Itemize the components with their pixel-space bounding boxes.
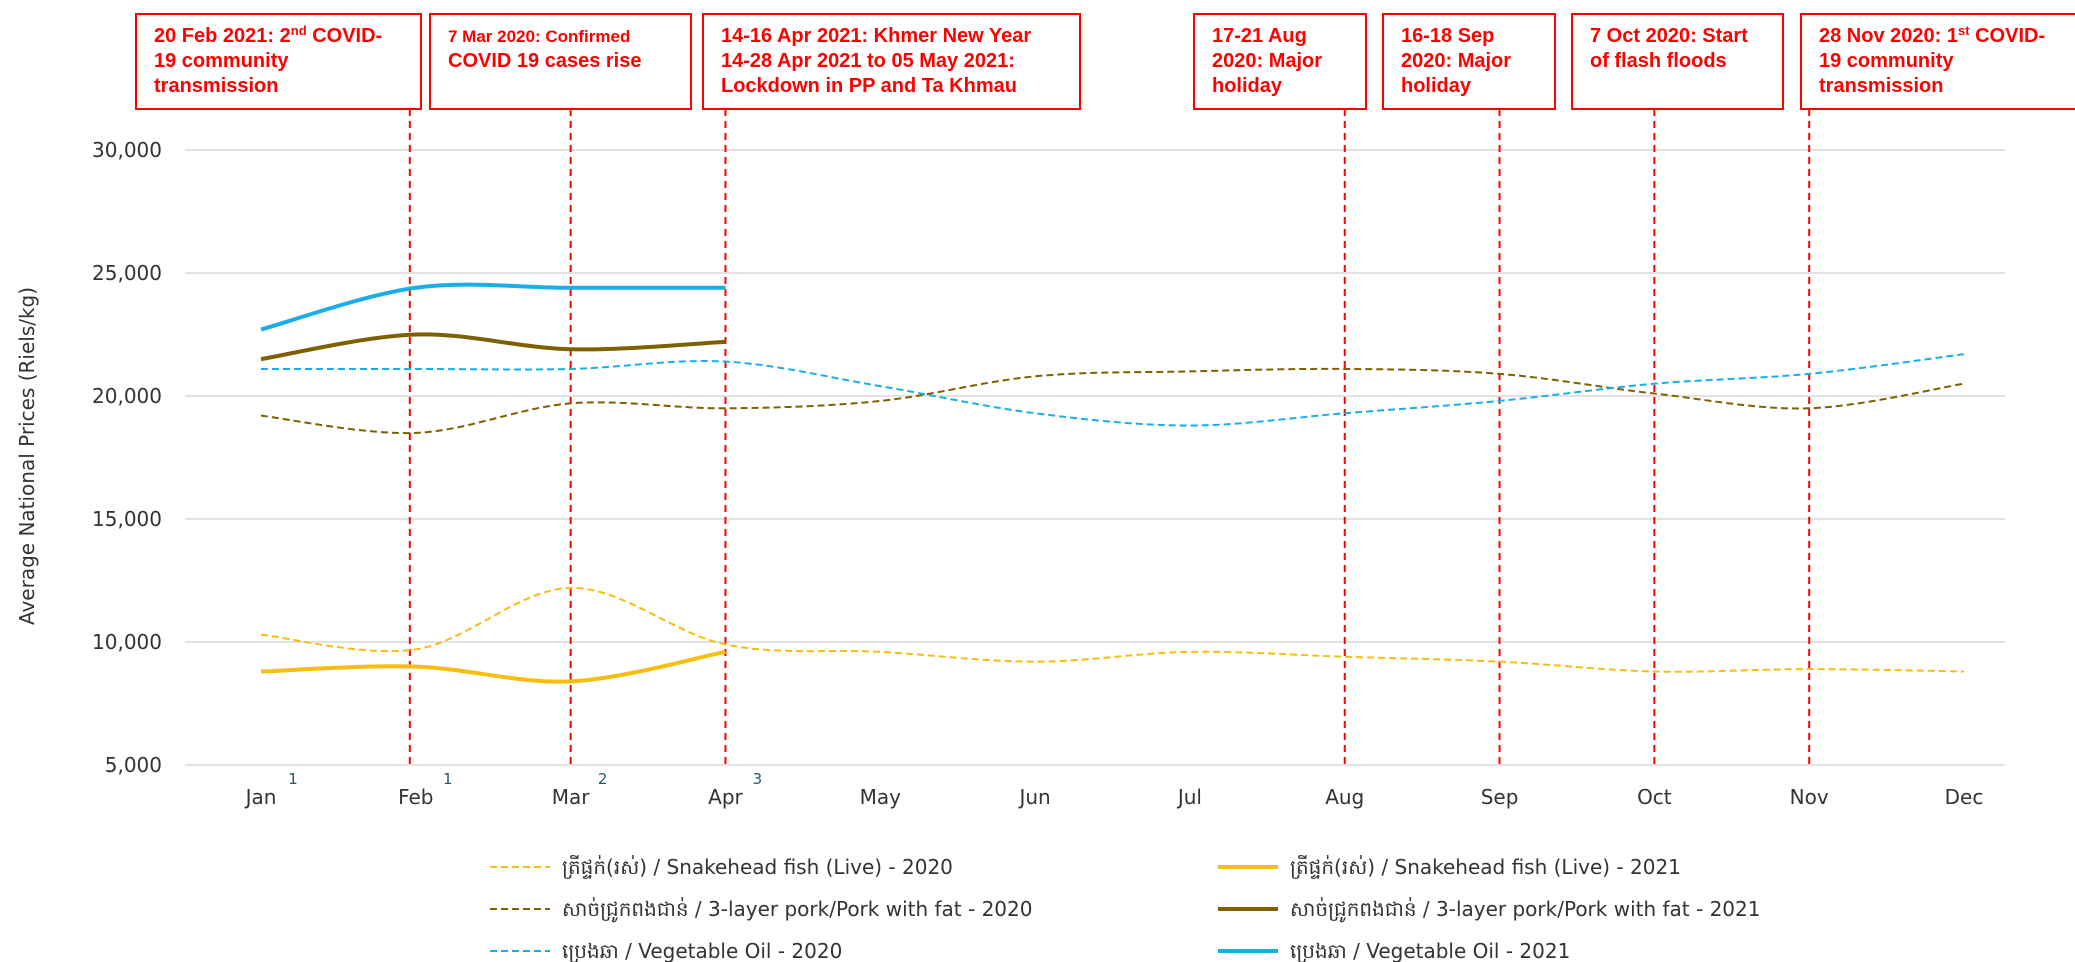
annotation-text-part: holiday: [1212, 75, 1283, 97]
annotation-text: 2020: Major: [1401, 50, 1511, 72]
annotation-superscript: st: [1958, 23, 1970, 38]
y-tick-label: 15,000: [92, 507, 162, 531]
y-tick-label: 30,000: [92, 138, 162, 162]
y-axis-title: Average National Prices (Riels/kg): [15, 287, 39, 625]
annotation-text-part: 16-18 Sep: [1401, 25, 1494, 47]
series-line: [260, 586, 1965, 673]
x-tick-label: Jul: [1176, 785, 1202, 809]
annotation-text-part: 7 Oct 2020: Start: [1590, 25, 1748, 47]
annotation-text: 17-21 Aug: [1212, 25, 1307, 47]
annotation-text: 7 Oct 2020: Start: [1590, 25, 1748, 47]
annotation-text: 14-28 Apr 2021 to 05 May 2021:: [721, 50, 1015, 72]
legend-label: សាច់ជ្រូកពងជាន់ / 3-layer pork/Pork with…: [1290, 896, 1760, 923]
annotation-text: 20 Feb 2021: 2nd COVID-: [154, 23, 382, 47]
annotation-text: 19 community: [154, 50, 289, 72]
footnote-marker: 1: [288, 770, 298, 788]
annotation-text-part: COVID 19 cases rise: [448, 50, 641, 72]
legend-label: ប្រេងឆា / Vegetable Oil - 2020: [562, 939, 842, 962]
annotation-text: COVID 19 cases rise: [448, 50, 641, 72]
annotation-box: [429, 13, 692, 110]
annotation-text-part: Lockdown in PP and Ta Khmau: [721, 75, 1017, 97]
annotation-text-part: transmission: [1819, 75, 1943, 97]
annotation-box: [1193, 13, 1367, 110]
series-line: [260, 282, 726, 332]
annotation-text-part: 19 community: [1819, 50, 1954, 72]
y-tick-label: 10,000: [92, 630, 162, 654]
annotation-text-part: 17-21 Aug: [1212, 25, 1307, 47]
annotation-text-part: 28 Nov 2020: 1: [1819, 25, 1958, 47]
series-line: [261, 353, 1965, 427]
annotation-text: Lockdown in PP and Ta Khmau: [721, 75, 1017, 97]
annotation-text-part: 2020: Major: [1401, 50, 1511, 72]
x-tick-label: Oct: [1637, 785, 1672, 809]
x-tick-label: Feb: [398, 785, 433, 809]
x-tick-label: Sep: [1481, 785, 1519, 809]
annotation-box: [135, 13, 422, 110]
annotation-text: 7 Mar 2020: Confirmed: [448, 27, 630, 46]
annotation-box: [1800, 13, 2075, 110]
x-tick-label: Dec: [1945, 785, 1984, 809]
annotation-text: 16-18 Sep: [1401, 25, 1494, 47]
x-tick-label: Aug: [1325, 785, 1364, 809]
annotation-text-part: COVID-: [307, 25, 383, 47]
annotation-box: [702, 13, 1081, 110]
annotation-text: holiday: [1401, 75, 1472, 97]
footnote-marker: 2: [598, 770, 608, 788]
annotation-text: 28 Nov 2020: 1st COVID-: [1819, 23, 2045, 47]
series-line: [260, 367, 1965, 435]
annotation-text-part: 2020: Major: [1212, 50, 1322, 72]
annotation-text-part: 14-28 Apr 2021 to 05 May 2021:: [721, 50, 1015, 72]
legend-label: ប្រេងឆា / Vegetable Oil - 2021: [1290, 939, 1570, 962]
footnote-marker: 3: [753, 770, 763, 788]
footnote-marker: 1: [443, 770, 453, 788]
y-tick-label: 5,000: [105, 753, 162, 777]
legend-label: ត្រីផ្ទក់(រស់) / Snakehead fish (Live) -…: [1290, 854, 1681, 879]
x-tick-label: Nov: [1790, 785, 1829, 809]
annotation-text: 14-16 Apr 2021: Khmer New Year: [721, 25, 1031, 47]
annotation-text-part: 20 Feb 2021: 2: [154, 25, 291, 47]
series-line: [260, 649, 726, 684]
x-tick-label: Mar: [552, 785, 591, 809]
annotation-text-part: 7 Mar 2020: Confirmed: [448, 27, 630, 46]
annotation-text: holiday: [1212, 75, 1283, 97]
x-tick-label: May: [860, 785, 902, 809]
legend-label: សាច់ជ្រូកពងជាន់ / 3-layer pork/Pork with…: [562, 896, 1032, 923]
annotation-text: of flash floods: [1590, 50, 1727, 72]
annotation-text-part: holiday: [1401, 75, 1472, 97]
annotation-text-part: 14-16 Apr 2021: Khmer New Year: [721, 25, 1031, 47]
annotation-text-part: of flash floods: [1590, 50, 1727, 72]
annotation-superscript: nd: [291, 23, 307, 38]
annotation-text-part: 19 community: [154, 50, 289, 72]
x-tick-label: Jan: [244, 785, 277, 809]
annotation-text-part: COVID-: [1970, 25, 2046, 47]
y-tick-label: 20,000: [92, 384, 162, 408]
annotation-text: transmission: [154, 75, 278, 97]
legend-label: ត្រីផ្ទក់(រស់) / Snakehead fish (Live) -…: [562, 854, 953, 879]
annotation-box: [1382, 13, 1556, 110]
annotation-text: 19 community: [1819, 50, 1954, 72]
annotation-text-part: transmission: [154, 75, 278, 97]
annotation-text: 2020: Major: [1212, 50, 1322, 72]
series-line: [260, 332, 726, 362]
x-tick-label: Jun: [1017, 785, 1050, 809]
x-tick-label: Apr: [708, 785, 743, 809]
y-tick-label: 25,000: [92, 261, 162, 285]
annotation-text: transmission: [1819, 75, 1943, 97]
annotation-box: [1571, 13, 1784, 110]
